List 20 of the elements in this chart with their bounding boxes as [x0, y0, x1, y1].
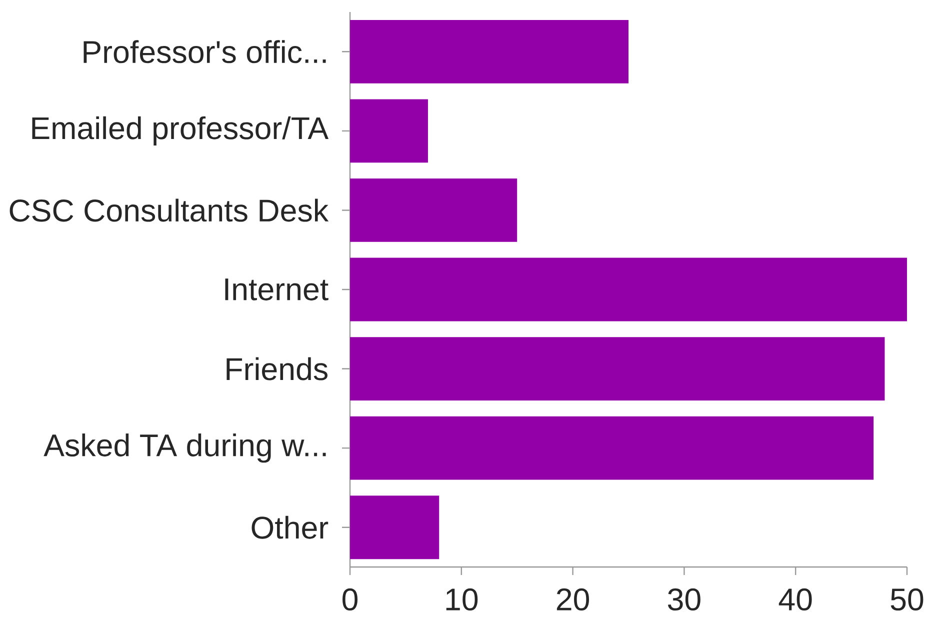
y-tick-label: Internet: [225, 278, 328, 300]
x-tick-label: 30: [668, 588, 700, 611]
y-tick-label: Asked TA during w...: [44, 433, 326, 463]
x-tick-label: 50: [890, 588, 924, 611]
bar: [350, 496, 440, 560]
y-tick-label: Other: [252, 516, 328, 539]
y-tick-label: Friends: [226, 357, 328, 380]
bar: [350, 20, 628, 84]
bar: [350, 337, 885, 400]
x-tick-label: 10: [446, 588, 478, 611]
bar: [350, 99, 428, 163]
bar: [350, 416, 874, 480]
y-tick-label: CSC Consultants Desk: [10, 198, 329, 222]
y-tick-label: Professor's offic...: [84, 40, 326, 64]
x-tick-label: 0: [342, 588, 358, 611]
y-tick-label: Emailed professor/TA: [32, 116, 329, 146]
x-tick-label: 40: [778, 588, 812, 611]
x-tick-label: 20: [556, 588, 589, 611]
bar: [350, 178, 518, 242]
bar: [350, 258, 907, 322]
